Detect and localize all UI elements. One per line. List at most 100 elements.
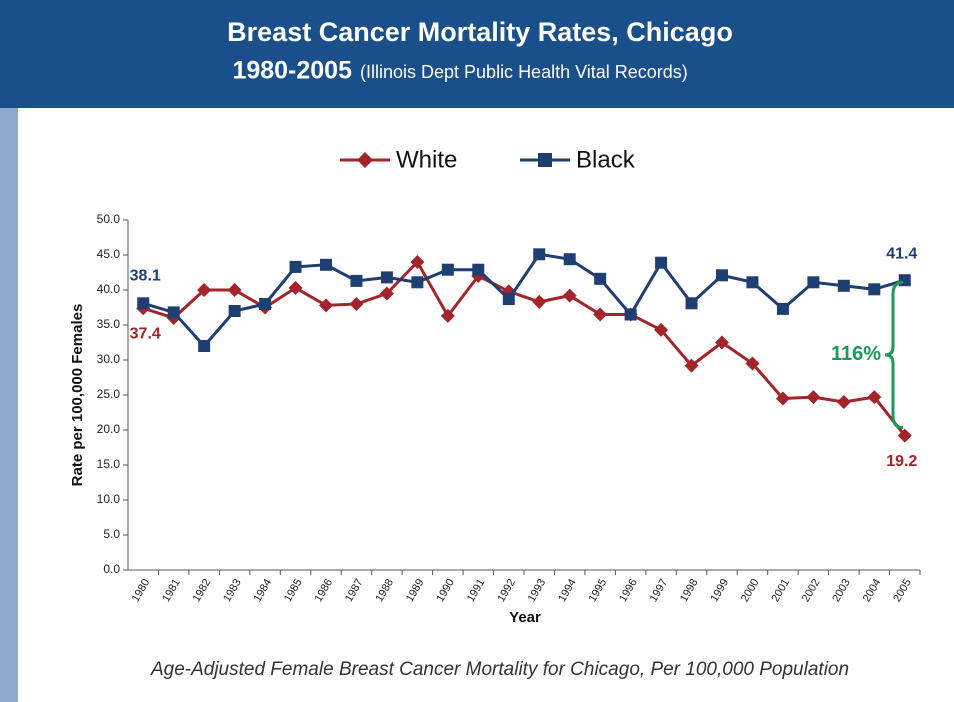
point — [533, 248, 546, 261]
point — [319, 298, 333, 313]
data-label: 37.4 — [130, 325, 161, 342]
x-tick-label: 1982 — [191, 577, 214, 604]
y-tick-label: 45.0 — [97, 247, 121, 261]
point — [441, 263, 454, 276]
point — [167, 306, 180, 319]
point — [532, 294, 547, 309]
point — [898, 274, 911, 287]
point — [289, 260, 302, 273]
y-tick-label: 30.0 — [97, 352, 121, 366]
legend-marker — [357, 152, 373, 168]
y-tick-label: 40.0 — [97, 282, 121, 296]
point — [594, 272, 607, 285]
point — [198, 340, 211, 352]
point — [775, 391, 790, 406]
point — [411, 276, 424, 289]
point — [685, 297, 698, 310]
point — [380, 271, 393, 284]
point — [379, 286, 394, 301]
y-axis-label: Rate per 100,000 Females — [69, 304, 86, 487]
x-tick-label: 1989 — [404, 577, 427, 604]
x-tick-label: 1995 — [587, 577, 610, 604]
chart-subtitle: 1980-2005 — [232, 57, 352, 85]
x-tick-label: 2003 — [830, 577, 853, 604]
point — [288, 280, 303, 295]
data-label: 41.4 — [886, 245, 917, 262]
y-tick-label: 20.0 — [97, 422, 121, 436]
x-tick-label: 2001 — [769, 577, 792, 604]
x-tick-label: 1998 — [678, 577, 701, 604]
annotation: 116% — [831, 343, 881, 365]
point — [716, 269, 728, 282]
x-tick-label: 2002 — [800, 577, 823, 604]
x-tick-label: 1986 — [312, 577, 335, 604]
point — [410, 255, 425, 269]
side-bar — [0, 108, 18, 702]
point — [655, 256, 668, 269]
y-tick-label: 35.0 — [97, 317, 121, 331]
legend-marker — [538, 153, 552, 167]
data-label: 38.1 — [130, 268, 161, 285]
x-tick-label: 1993 — [526, 577, 549, 604]
brace — [884, 280, 904, 430]
point — [137, 297, 150, 310]
series-line — [142, 252, 906, 349]
x-tick-label: 1991 — [465, 577, 488, 604]
point — [624, 308, 637, 321]
x-tick-label: 2004 — [861, 577, 884, 604]
point — [806, 390, 821, 405]
x-tick-label: 1980 — [130, 577, 153, 604]
y-tick-label: 15.0 — [97, 457, 121, 471]
x-tick-label: 1999 — [708, 577, 731, 604]
y-tick-label: 10.0 — [97, 492, 121, 506]
point — [563, 253, 576, 266]
x-tick-label: 2005 — [891, 577, 914, 604]
x-tick-label: 1981 — [160, 577, 183, 604]
point — [350, 274, 363, 287]
x-tick-label: 1988 — [373, 577, 396, 604]
point — [562, 288, 577, 303]
x-tick-label: 1987 — [343, 577, 366, 604]
point — [227, 283, 242, 297]
point — [472, 263, 485, 276]
point — [807, 276, 820, 289]
x-tick-label: 1994 — [556, 577, 579, 604]
legend-label: Black — [576, 146, 636, 173]
chart-source: (Illinois Dept Public Health Vital Recor… — [360, 62, 688, 82]
point — [654, 322, 669, 337]
point — [228, 305, 241, 317]
point — [776, 302, 789, 315]
point — [746, 276, 759, 289]
series-line — [142, 259, 906, 437]
point — [836, 395, 851, 409]
point — [715, 335, 729, 350]
x-tick-label: 1983 — [221, 577, 244, 604]
x-tick-label: 1996 — [617, 577, 640, 604]
caption: Age-Adjusted Female Breast Cancer Mortal… — [150, 659, 849, 680]
point — [867, 390, 882, 405]
header-band — [0, 0, 954, 108]
x-tick-label: 1984 — [252, 577, 275, 604]
x-tick-label: 2000 — [739, 577, 762, 604]
legend-label: White — [396, 146, 457, 173]
point — [502, 293, 515, 306]
point — [197, 283, 212, 297]
chart-title: Breast Cancer Mortality Rates, Chicago — [227, 17, 733, 47]
y-tick-label: 25.0 — [97, 387, 121, 401]
point — [837, 279, 850, 292]
y-tick-label: 50.0 — [97, 212, 121, 226]
point — [440, 308, 455, 323]
x-tick-label: 1992 — [495, 577, 518, 604]
y-tick-label: 5.0 — [103, 527, 120, 541]
point — [897, 428, 912, 443]
x-axis-label: Year — [509, 609, 541, 626]
point — [684, 358, 699, 373]
point — [259, 298, 272, 310]
data-label: 19.2 — [886, 453, 917, 470]
x-tick-label: 1985 — [282, 577, 305, 604]
x-tick-label: 1990 — [434, 577, 457, 604]
x-tick-label: 1997 — [648, 577, 671, 604]
point — [349, 297, 364, 311]
y-tick-label: 0.0 — [103, 562, 120, 576]
point — [593, 307, 608, 322]
